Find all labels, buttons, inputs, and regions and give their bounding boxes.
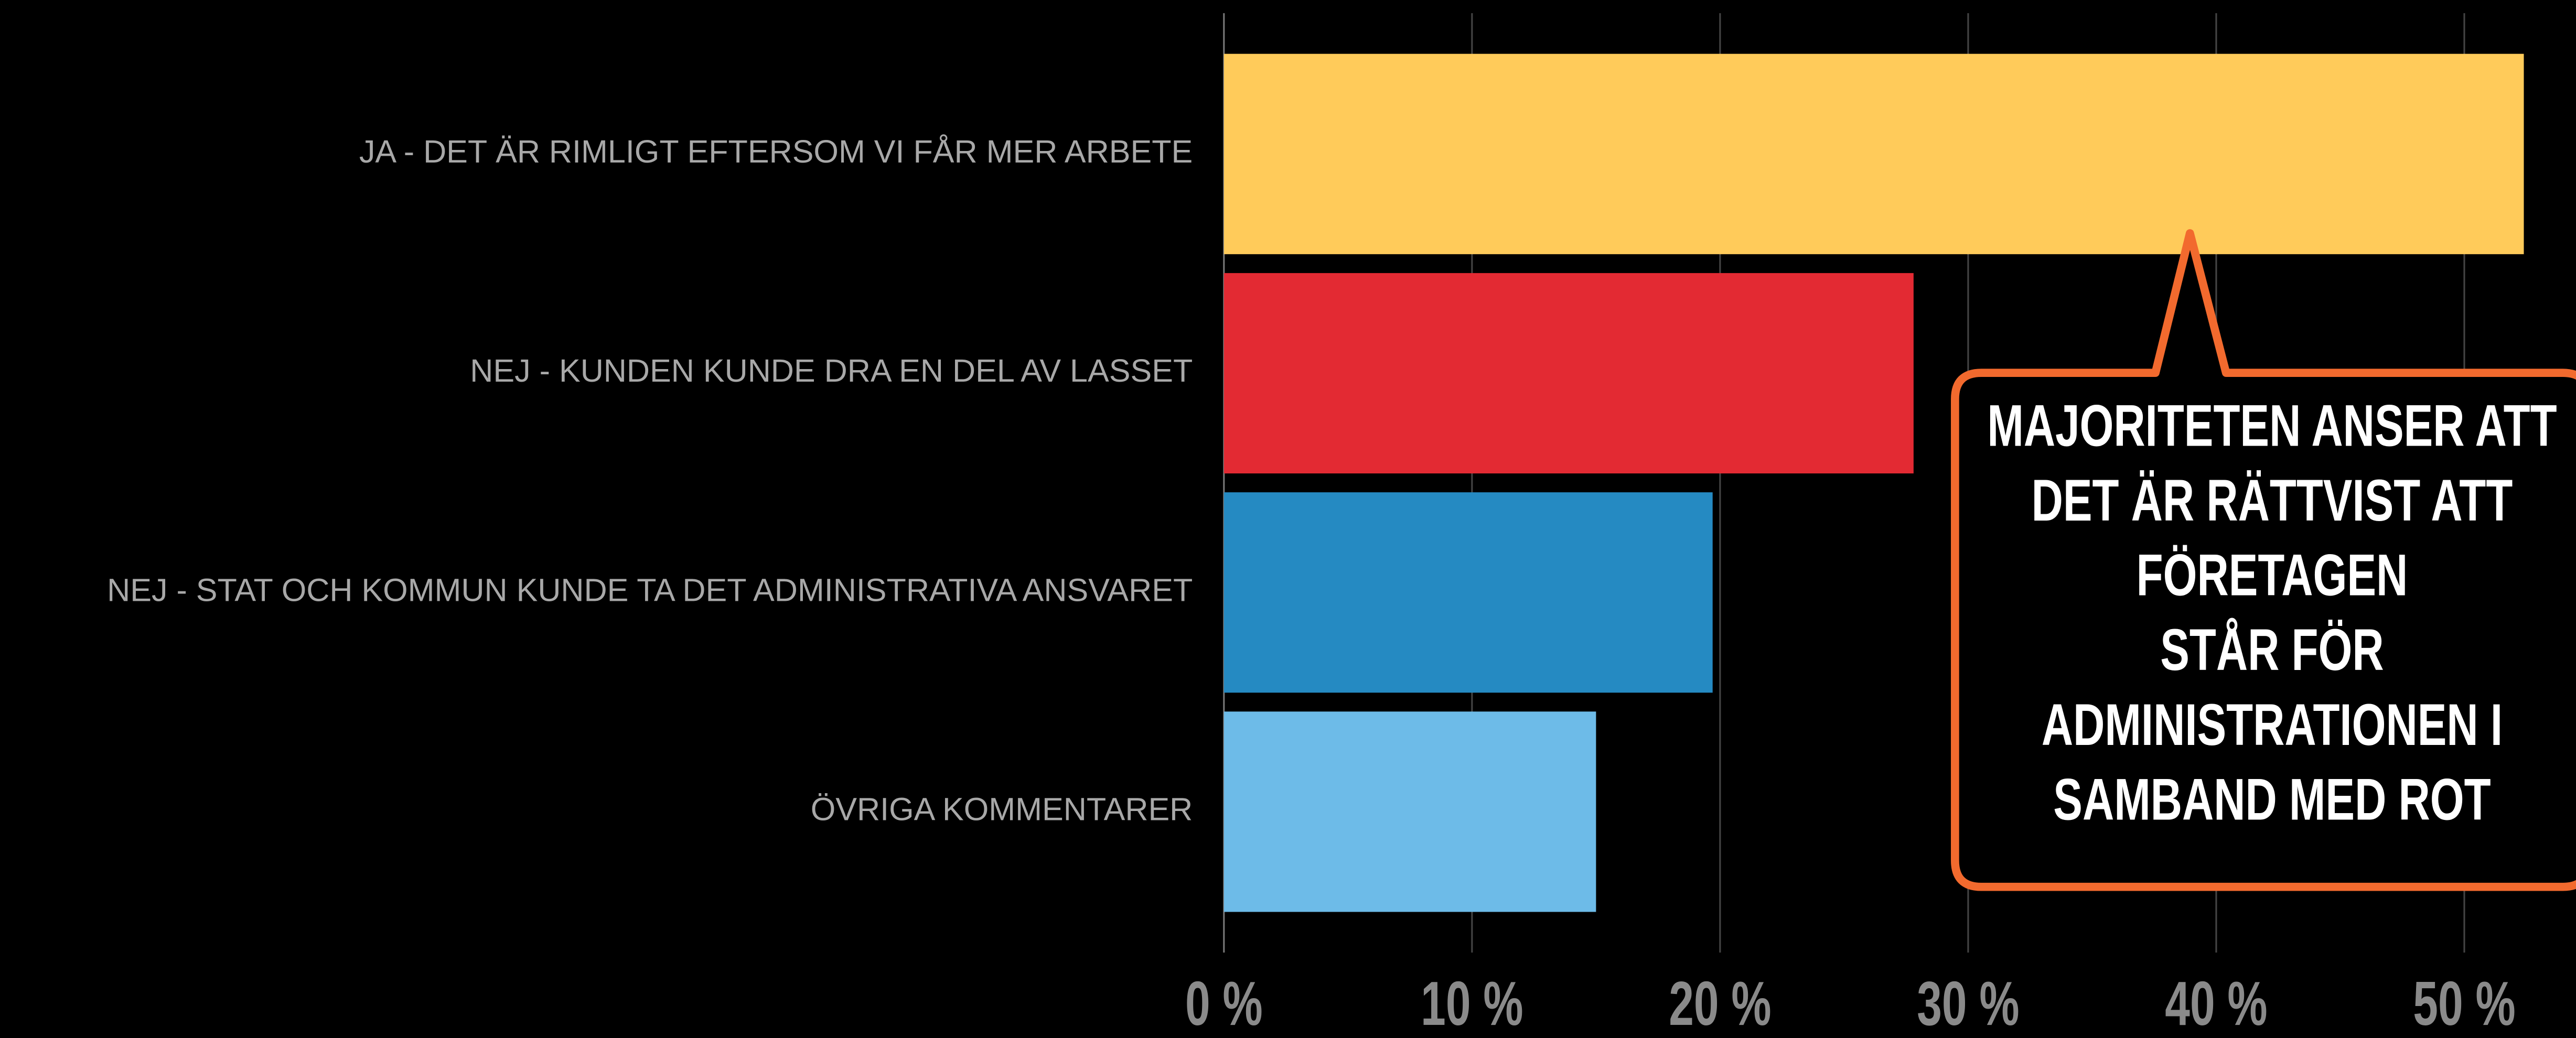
bar — [1223, 492, 1713, 693]
x-tick-label: 30 % — [1917, 968, 2019, 1038]
category-label: JA - DET ÄR RIMLIGT EFTERSOM VI FÅR MER … — [359, 134, 1193, 169]
callout-text-line: STÅR FÖR — [2160, 617, 2384, 683]
callout-text-line: MAJORITETEN ANSER ATT — [1987, 393, 2557, 459]
callout-line: STÅR FÖR — [2160, 617, 2384, 683]
bar — [1223, 711, 1596, 912]
x-tick-label: 40 % — [2165, 968, 2267, 1038]
callout-text-line: DET ÄR RÄTTVIST ATT — [2032, 468, 2513, 534]
callout-line: DET ÄR RÄTTVIST ATT — [2032, 468, 2513, 534]
x-tick: 50 % — [2413, 968, 2515, 1038]
callout-line: MAJORITETEN ANSER ATT — [1987, 393, 2557, 459]
callout-text: MAJORITETEN ANSER ATT DET ÄR RÄTTVIST ATT… — [1987, 393, 2557, 832]
callout-line: ADMINISTRATIONEN I — [2042, 692, 2503, 758]
category-label: NEJ - STAT OCH KOMMUN KUNDE TA DET ADMIN… — [107, 572, 1193, 608]
callout-line: SAMBAND MED ROT — [2053, 766, 2491, 832]
callout-box — [1951, 229, 2576, 891]
bars: JA - DET ÄR RIMLIGT EFTERSOM VI FÅR MER … — [107, 53, 2524, 912]
x-tick: 0 % — [1185, 968, 1263, 1038]
callout-line: FÖRETAGEN — [2137, 543, 2408, 609]
x-tick-label: 20 % — [1669, 968, 1771, 1038]
callout-text-line: FÖRETAGEN — [2137, 543, 2408, 609]
x-tick-label: 10 % — [1421, 968, 1523, 1038]
x-tick: 10 % — [1421, 968, 1523, 1038]
category-label: NEJ - KUNDEN KUNDE DRA EN DEL AV LASSET — [470, 353, 1193, 388]
x-tick: 30 % — [1917, 968, 2019, 1038]
bar — [1223, 273, 1914, 474]
callout-text-line: ADMINISTRATIONEN I — [2042, 692, 2503, 758]
x-tick-label: 0 % — [1185, 968, 1263, 1038]
category-label: ÖVRIGA KOMMENTARER — [811, 792, 1193, 827]
x-tick-label: 50 % — [2413, 968, 2515, 1038]
bar — [1223, 53, 2524, 254]
x-tick: 40 % — [2165, 968, 2267, 1038]
callout-text-line: SAMBAND MED ROT — [2053, 766, 2491, 832]
x-tick: 20 % — [1669, 968, 1771, 1038]
